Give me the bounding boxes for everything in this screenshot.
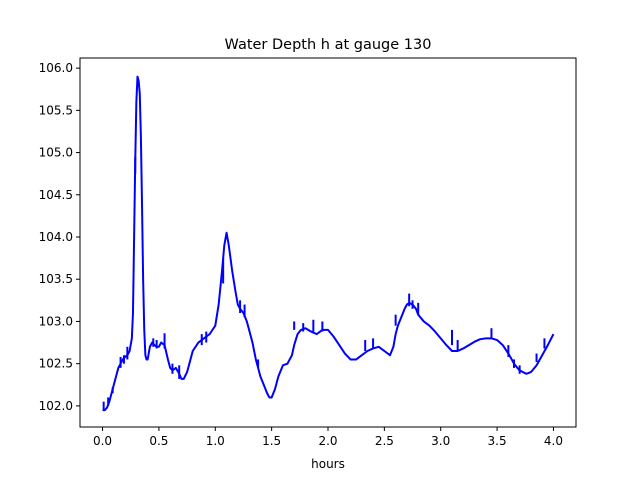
x-tick-label: 4.0	[544, 434, 563, 448]
y-tick-label: 104.5	[39, 188, 73, 202]
series-line	[102, 75, 555, 412]
y-tick-label: 102.5	[39, 357, 73, 371]
y-tick-label: 106.0	[39, 61, 73, 75]
x-tick-label: 2.0	[318, 434, 337, 448]
y-axis-ticks: 102.0 102.5 103.0 103.5 104.0 104.5 105.0 105.5…	[39, 61, 80, 413]
x-tick-label: 0.0	[93, 434, 112, 448]
y-tick-label: 104.0	[39, 230, 73, 244]
x-tick-label: 0.5	[149, 434, 168, 448]
x-tick-label: 1.5	[262, 434, 281, 448]
x-tick-label: 1.0	[206, 434, 225, 448]
y-tick-label: 105.5	[39, 103, 73, 117]
plot-frame	[79, 57, 577, 428]
x-tick-label: 2.5	[375, 434, 394, 448]
y-tick-label: 103.0	[39, 314, 73, 328]
plot-area	[102, 75, 555, 412]
x-axis-ticks: 0.0 0.5 1.0 1.5 2.0 2.5 3.0 3.5 4.0	[93, 427, 563, 448]
y-tick-label: 103.5	[39, 272, 73, 286]
y-tick-label: 105.0	[39, 146, 73, 160]
chart-title: Water Depth h at gauge 130	[225, 37, 432, 53]
x-tick-label: 3.0	[431, 434, 450, 448]
x-axis-label: hours	[311, 457, 345, 471]
y-tick-label: 102.0	[39, 399, 73, 413]
x-tick-label: 3.5	[488, 434, 507, 448]
